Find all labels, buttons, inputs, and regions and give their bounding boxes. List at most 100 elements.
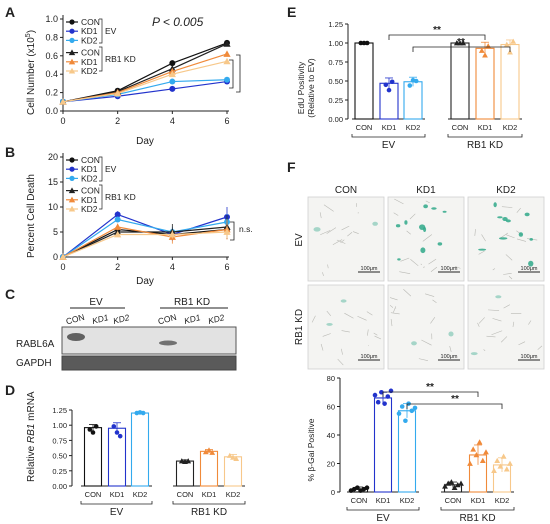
panel-d-dot <box>114 430 120 435</box>
micrograph-cell <box>389 304 394 308</box>
panel-a-line-1 <box>62 80 228 103</box>
panel-d-dot <box>226 452 233 458</box>
panel-f-dot <box>379 389 384 395</box>
micrograph-cell <box>326 227 337 234</box>
panel-f-dot <box>399 404 405 409</box>
micrograph-cell <box>406 230 411 235</box>
panel-f-xtick-label: CON <box>351 496 368 505</box>
panel-f-micrographs: CON KD1 KD2 EV RB1 KD 100μm 100μm 100μm 100… <box>294 185 545 370</box>
blot-lane-label: KD1 <box>183 312 202 326</box>
panel-e-dot <box>389 79 395 85</box>
micrograph-cell <box>478 317 485 324</box>
micrograph-cell <box>322 272 324 276</box>
blot-lane-label: CON <box>65 312 86 327</box>
panel-e-ytick-label: 0.25 <box>328 96 343 105</box>
panel-a-chart: Cell Number (x105) Day P < 0.005 0.0 0.2 0… <box>25 14 241 147</box>
panel-e-group-label-rb: RB1 KD <box>467 140 503 151</box>
micrograph-stain <box>478 248 487 251</box>
panel-d-dot <box>230 454 236 460</box>
panel-d-bar-2 <box>130 412 150 487</box>
micrograph-cell <box>373 332 378 336</box>
panel-c-western-blot: EV RB1 KD RABL6A GAPDH CON KD1 KD2 CON KD1 KD… <box>16 297 237 371</box>
panel-a-ytick-label: 0.6 <box>45 51 58 61</box>
micrograph-cell <box>528 320 532 325</box>
panel-b-point-5-2 <box>168 230 176 238</box>
panel-d-ytick-label: 1.25 <box>52 406 67 415</box>
panel-e-xtick-label: KD2 <box>406 123 421 132</box>
micrograph-tile <box>307 284 385 370</box>
panel-b-legend-group-ev: EV <box>105 164 117 174</box>
panel-e-group-bracket-ev <box>351 134 426 138</box>
micrograph-cell <box>478 250 485 255</box>
panel-f-ytick-label: 80 <box>327 374 335 383</box>
micrograph-row-ev: EV <box>294 233 305 247</box>
panel-b-xtick-label: 0 <box>60 262 65 272</box>
micrograph-stain <box>493 202 497 208</box>
micrograph-cell <box>518 341 526 346</box>
micrograph-stain <box>420 247 426 254</box>
micrograph-cell <box>503 304 510 309</box>
panel-d-dot <box>140 410 146 416</box>
panel-a-line-5 <box>62 60 228 103</box>
panel-e-xtick-label: KD1 <box>382 123 397 132</box>
panel-e-group-bracket-rb <box>447 134 523 138</box>
panel-f-dot <box>483 449 489 455</box>
micrograph-cell <box>341 348 343 355</box>
panel-f-dot <box>451 484 458 491</box>
micrograph-cell <box>320 230 331 236</box>
panel-a-legend-label: KD2 <box>81 35 98 45</box>
panel-b-line-2 <box>62 218 228 258</box>
panel-f-xtick-label: KD2 <box>495 496 510 505</box>
blot-group-ev: EV <box>89 297 103 308</box>
micrograph-scalebar-label: 100μm <box>361 266 378 272</box>
micrograph-cell <box>488 309 500 311</box>
micrograph-cell <box>311 315 316 323</box>
panel-b-point-5-1 <box>114 230 122 238</box>
panel-d-bar-0 <box>83 427 103 487</box>
micrograph-cell <box>503 273 512 275</box>
micrograph-stain <box>498 237 508 240</box>
panel-e-dot <box>503 41 510 47</box>
panel-b-legend-label: CON <box>81 155 100 165</box>
panel-a-point-5-3 <box>223 57 231 65</box>
panel-f-group-label-ev: EV <box>376 513 390 524</box>
panel-a-legend-group-ev: EV <box>105 26 117 36</box>
micrograph-cell <box>537 345 543 350</box>
panel-b-legend-swatch-marker <box>68 205 76 212</box>
panel-e-dot <box>478 47 485 53</box>
panel-b-point-1-1 <box>114 211 121 218</box>
panel-a-xlabel: Day <box>136 136 154 147</box>
micrograph-cell <box>516 207 521 213</box>
panel-a-legend-label: KD1 <box>81 57 98 67</box>
micrograph-cell <box>322 333 331 337</box>
micrograph-cell <box>508 276 513 280</box>
panel-b-ytick-label: 5 <box>53 227 58 237</box>
panel-d-dot <box>206 447 212 453</box>
panel-d-ytick-label: 0.25 <box>52 467 67 476</box>
blot-lane-label: KD2 <box>112 312 131 326</box>
panel-e-chart: EdU Positivity (Relative to EV) 0.00 0.25… <box>296 20 523 151</box>
panel-d-ytick-label: 0.75 <box>52 436 67 445</box>
panel-f-group-label-rb: RB1 KD <box>459 513 495 524</box>
micrograph-stain <box>397 258 401 261</box>
blot-group-rb: RB1 KD <box>174 297 210 308</box>
micrograph-cell <box>481 234 486 242</box>
micrograph-cell <box>341 225 350 231</box>
panel-f-dot <box>479 457 486 463</box>
panel-a-ytick-label: 0.0 <box>45 106 58 116</box>
panel-a-legend-swatch-marker <box>69 19 75 25</box>
panel-b-legend-bracket-rb <box>99 184 103 210</box>
panel-d-ylabel: Relative RB1 mRNA <box>26 391 37 482</box>
micrograph-cell <box>516 238 527 242</box>
panel-f-dot <box>385 394 391 399</box>
panel-e-xtick-label: KD1 <box>478 123 493 132</box>
panel-f-ylabel: % β-Gal Positive <box>306 418 316 481</box>
panel-d-ytick-label: 1.00 <box>52 421 67 430</box>
micrograph-stain <box>495 295 502 299</box>
panel-d-xtick-label: KD2 <box>133 490 148 499</box>
panel-f-dot <box>403 418 408 424</box>
panel-letter-d: D <box>5 382 15 398</box>
blot-strip-gapdh <box>61 355 237 371</box>
panel-d-xtick-label: CON <box>85 490 102 499</box>
